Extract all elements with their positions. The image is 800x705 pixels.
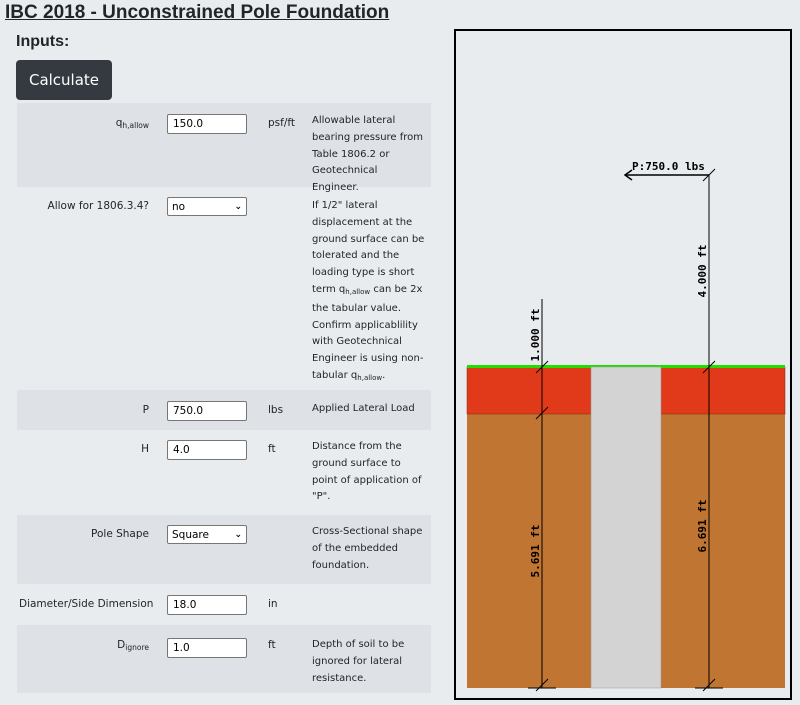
dim-embed-label: 5.691 ft xyxy=(529,525,542,578)
input-row-allow-1806: Allow for 1806.3.4? no ⌄ If 1/2" lateral … xyxy=(17,187,431,390)
chevron-down-icon: ⌄ xyxy=(234,529,242,540)
p-unit: lbs xyxy=(268,404,284,416)
input-row-h: H ft Distance from the ground surface to… xyxy=(17,430,431,515)
p-label: P xyxy=(142,404,149,416)
chevron-down-icon: ⌄ xyxy=(234,201,242,212)
h-label: H xyxy=(141,443,149,455)
dim-tick-ground-left xyxy=(535,360,549,374)
qh-allow-input[interactable] xyxy=(167,114,247,134)
qh-allow-unit: psf/ft xyxy=(268,117,295,129)
pole-shape-value: Square xyxy=(172,528,209,541)
h-input[interactable] xyxy=(167,440,247,460)
allow-1806-label: Allow for 1806.3.4? xyxy=(47,200,149,212)
pole-shape-label: Pole Shape xyxy=(91,528,149,540)
dim-h-label: 4.000 ft xyxy=(696,245,709,298)
p-input[interactable] xyxy=(167,401,247,421)
page-title: IBC 2018 - Unconstrained Pole Foundation xyxy=(5,2,390,23)
allow-1806-value: no xyxy=(172,200,186,213)
foundation-diagram-svg: P:750.0 lbs 4.000 ft 1.000 ft 5.691 ft 6… xyxy=(466,160,786,692)
d-ignore-input[interactable] xyxy=(167,638,247,658)
load-arrow-head-icon xyxy=(623,169,633,181)
input-row-d-ignore: Dignore ft Depth of soil to be ignored f… xyxy=(17,625,431,693)
allow-1806-description: If 1/2" lateral displacement at the grou… xyxy=(312,200,425,382)
allow-1806-select[interactable]: no ⌄ xyxy=(167,197,247,216)
dim-tick-ground-right xyxy=(702,360,716,374)
d-ignore-unit: ft xyxy=(268,639,276,651)
h-description: Distance from the ground surface to poin… xyxy=(312,441,422,503)
p-description: Applied Lateral Load xyxy=(312,403,415,414)
qh-allow-description: Allowable lateral bearing pressure from … xyxy=(312,115,424,194)
foundation-diagram: P:750.0 lbs 4.000 ft 1.000 ft 5.691 ft 6… xyxy=(454,29,792,700)
load-label: P:750.0 lbs xyxy=(632,160,705,173)
dim-tick-ignore-left xyxy=(535,406,549,420)
diameter-input[interactable] xyxy=(167,595,247,615)
pole-shape-select[interactable]: Square ⌄ xyxy=(167,525,247,544)
pole-foundation xyxy=(590,366,662,689)
dim-tick-bottom-right xyxy=(702,678,716,692)
d-ignore-description: Depth of soil to be ignored for lateral … xyxy=(312,639,405,684)
dim-tick-bottom-left xyxy=(535,678,549,692)
dim-ignore-label: 1.000 ft xyxy=(529,309,542,362)
dim-total-label: 6.691 ft xyxy=(696,500,709,553)
input-row-pole-shape: Pole Shape Square ⌄ Cross-Sectional shape… xyxy=(17,515,431,584)
diameter-unit: in xyxy=(268,598,278,610)
inputs-table: qh,allow psf/ft Allowable lateral bearin… xyxy=(17,103,431,693)
calculate-button[interactable]: Calculate xyxy=(16,60,112,100)
diameter-label: Diameter/Side Dimension xyxy=(19,598,154,610)
pole-shape-description: Cross-Sectional shape of the embedded fo… xyxy=(312,526,423,571)
inputs-heading: Inputs: xyxy=(16,33,70,50)
input-row-qh-allow: qh,allow psf/ft Allowable lateral bearin… xyxy=(17,103,431,193)
input-row-p: P lbs Applied Lateral Load xyxy=(17,390,431,430)
qh-allow-label: qh,allow xyxy=(115,117,149,130)
h-unit: ft xyxy=(268,443,276,455)
input-row-diameter: Diameter/Side Dimension in xyxy=(17,584,431,625)
d-ignore-label: Dignore xyxy=(117,639,149,652)
